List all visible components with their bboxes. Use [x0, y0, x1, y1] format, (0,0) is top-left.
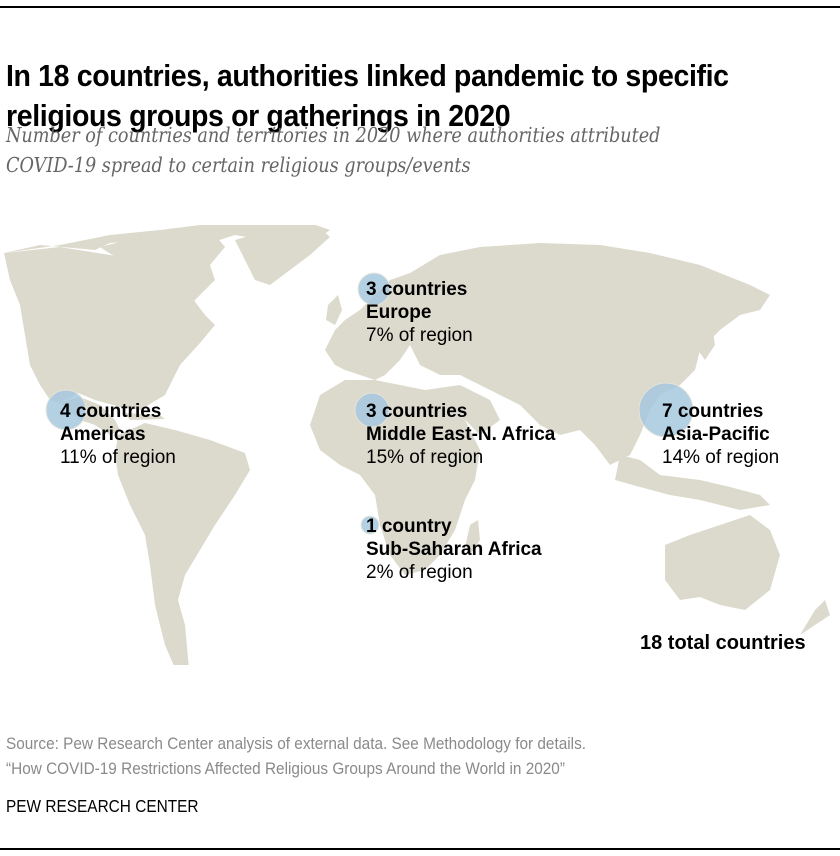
bubble-sub-saharan-africa[interactable]	[360, 515, 380, 535]
count-sub-saharan-africa: 1 country	[366, 516, 452, 537]
madagascar-shape	[466, 520, 480, 555]
pct-americas: 11% of region	[60, 447, 176, 468]
region-name-middle-east-n-africa: Middle East-N. Africa	[366, 424, 556, 445]
label-asia-pacific: 7 countries Asia-Pacific 14% of region	[662, 400, 779, 469]
count-asia-pacific: 7 countries	[662, 401, 764, 422]
label-middle-east-n-africa: 3 countries Middle East-N. Africa 15% of…	[366, 400, 555, 469]
label-americas: 4 countries Americas 11% of region	[60, 400, 176, 469]
count-americas: 4 countries	[60, 401, 162, 422]
pct-middle-east-n-africa: 15% of region	[366, 447, 484, 468]
source-note: Source: Pew Research Center analysis of …	[6, 732, 586, 782]
chart-title: In 18 countries, authorities linked pand…	[6, 58, 729, 133]
count-middle-east-n-africa: 3 countries	[366, 401, 468, 422]
uk-shape	[326, 295, 342, 325]
label-europe: 3 countries Europe 7% of region	[366, 278, 473, 347]
bubble-americas[interactable]	[45, 389, 87, 431]
caribbean-shape	[125, 413, 165, 420]
north-america-shape	[4, 225, 330, 410]
asia-shape	[410, 243, 770, 465]
bottom-rule	[0, 848, 840, 850]
brand-logo-text: PEW RESEARCH CENTER	[6, 796, 199, 816]
report-title: “How COVID-19 Restrictions Affected Reli…	[6, 760, 565, 778]
japan-shape	[698, 325, 715, 360]
africa-shape	[310, 380, 480, 575]
pct-asia-pacific: 14% of region	[662, 447, 780, 468]
total-countries: 18 total countries	[640, 632, 806, 654]
world-map	[0, 225, 840, 665]
region-name-europe: Europe	[366, 302, 432, 323]
southeast-asia-shape	[615, 455, 770, 510]
source-text: Source: Pew Research Center analysis of …	[6, 735, 587, 753]
region-name-asia-pacific: Asia-Pacific	[662, 424, 770, 445]
greenland-shape	[235, 228, 330, 285]
new-zealand-shape	[800, 600, 830, 635]
canada-arctic-shape	[100, 233, 225, 305]
count-europe: 3 countries	[366, 279, 468, 300]
chart-subtitle: Number of countries and territories in 2…	[6, 123, 661, 177]
south-america-shape	[115, 423, 250, 665]
europe-shape	[325, 273, 420, 380]
label-sub-saharan-africa: 1 country Sub-Saharan Africa 2% of regio…	[366, 515, 542, 584]
arabia-shape	[425, 385, 500, 435]
australia-shape	[665, 515, 780, 610]
pct-europe: 7% of region	[366, 325, 473, 346]
top-rule	[0, 6, 840, 8]
bubble-asia-pacific[interactable]	[638, 382, 694, 438]
bubble-europe[interactable]	[357, 272, 391, 306]
pct-sub-saharan-africa: 2% of region	[366, 562, 473, 583]
region-name-sub-saharan-africa: Sub-Saharan Africa	[366, 539, 542, 560]
bubble-middle-east-n-africa[interactable]	[354, 392, 390, 428]
region-name-americas: Americas	[60, 424, 146, 445]
world-map-graphic	[4, 225, 830, 665]
